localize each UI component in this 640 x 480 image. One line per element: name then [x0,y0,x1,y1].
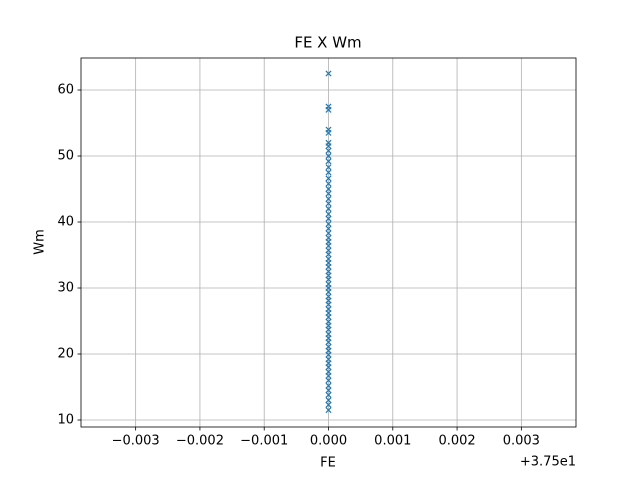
y-tick-label: 60 [57,83,74,98]
plot-frame [80,57,577,428]
scatter-point [325,356,332,363]
x-tick-label: 0.000 [310,434,347,449]
scatter-point [325,164,332,171]
scatter-point [325,391,332,398]
y-tick-label: 50 [57,149,74,164]
scatter-point [325,247,332,254]
scatter-point [325,407,332,414]
x-tick-label: −0.002 [176,434,224,449]
scatter-point [325,368,332,375]
y-tick-label: 40 [57,215,74,230]
scatter-point [325,185,332,193]
scatter-point [325,234,332,241]
scatter-point [325,401,332,408]
scatter-point [325,281,332,288]
scatter-point [325,268,332,275]
x-tick-label: 0.001 [374,434,411,449]
scatter-point [325,139,332,146]
scatter-point [325,306,332,313]
scatter-point [325,190,332,197]
scatter-point [325,318,332,325]
scatter-point [325,397,332,404]
scatter-point [325,175,332,182]
scatter-point [325,331,332,338]
scatter-point [325,387,332,394]
x-tick-label: 0.002 [438,434,475,449]
y-tick-label: 20 [57,347,74,362]
x-tick-label: 0.003 [503,434,540,449]
scatter-point [325,215,332,222]
scatter-point [325,70,332,77]
scatter-point [325,147,332,154]
scatter-point [325,382,332,389]
scatter-point [325,200,332,207]
scatter-point [325,225,332,232]
scatter-point [325,230,332,237]
scatter-point [325,169,332,176]
scatter-point [325,195,332,202]
y-axis-label: Wm [33,229,48,255]
scatter-point [325,205,332,212]
x-tick-label: −0.003 [112,434,160,449]
scatter-point [325,293,332,300]
x-offset-label: +3.75e1 [520,455,576,470]
scatter-point [325,220,332,228]
scatter-point [325,152,332,160]
y-tick-label: 10 [57,413,74,428]
x-tick-label: −0.001 [240,434,288,449]
scatter-point [325,211,332,218]
scatter-point [325,158,332,165]
scatter-point [325,103,332,110]
chart-title: FE X Wm [294,34,361,52]
y-tick-label: 30 [57,281,74,296]
scatter-point [325,255,332,262]
x-axis-label: FE [320,456,336,471]
scatter-point [325,343,332,350]
scatter-point [325,126,332,133]
scatter-point [325,377,332,384]
scatter-point [325,180,332,187]
